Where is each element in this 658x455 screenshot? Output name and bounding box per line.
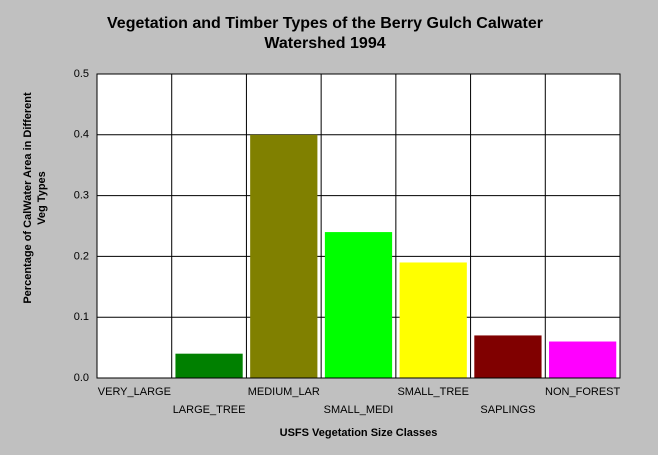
bar xyxy=(250,134,318,378)
bar xyxy=(549,341,617,378)
y-tick-label: 0.1 xyxy=(74,311,89,323)
x-tick-label: VERY_LARGE xyxy=(98,386,171,398)
x-axis-label: USFS Vegetation Size Classes xyxy=(279,427,438,439)
x-tick-label: NON_FOREST xyxy=(545,386,620,398)
chart-title: Vegetation and Timber Types of the Berry… xyxy=(107,15,543,52)
bar xyxy=(175,353,243,378)
bar xyxy=(324,232,393,378)
x-tick-label: MEDIUM_LAR xyxy=(248,386,320,398)
x-tick-label: SMALL_MEDI xyxy=(324,404,394,416)
y-tick-label: 0.0 xyxy=(74,372,89,384)
x-tick-label: LARGE_TREE xyxy=(173,404,246,416)
x-tick-label: SAPLINGS xyxy=(480,404,535,416)
bar xyxy=(474,335,542,378)
y-tick-label: 0.4 xyxy=(74,129,89,141)
y-tick-label: 0.2 xyxy=(74,250,89,262)
bar xyxy=(399,262,467,378)
y-tick-label: 0.3 xyxy=(74,190,89,202)
x-tick-label: SMALL_TREE xyxy=(397,386,469,398)
plot-border xyxy=(96,73,621,379)
y-tick-label: 0.5 xyxy=(74,68,89,80)
